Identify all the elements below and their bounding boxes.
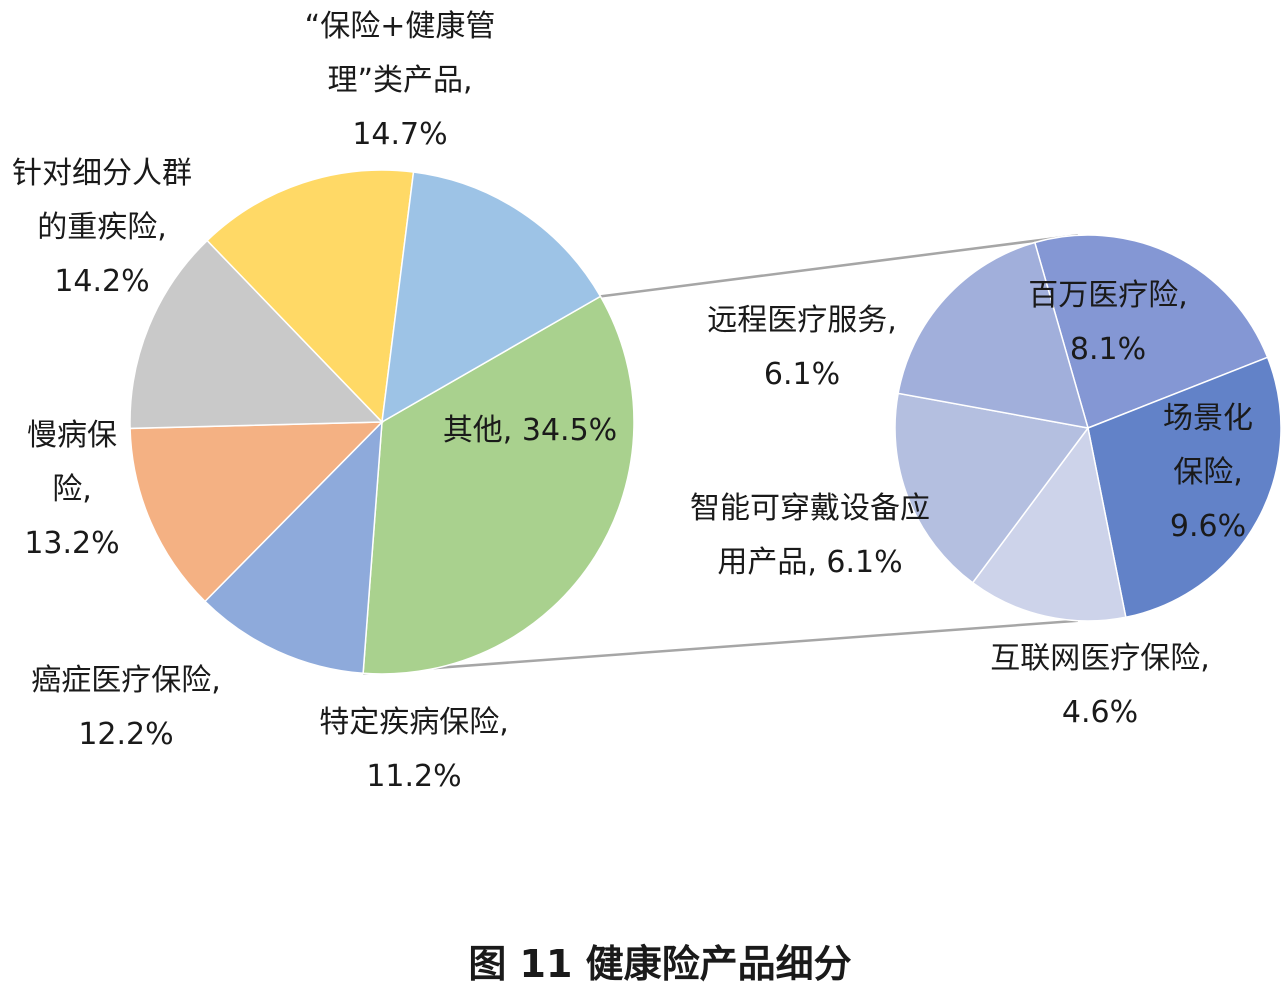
detail-slice-4 <box>894 392 1090 584</box>
main-label-3: 癌症医疗保险, 12.2% <box>31 663 221 752</box>
connector-line-top <box>600 234 1079 298</box>
connector-lines <box>363 234 1079 675</box>
detail-pie <box>894 234 1282 622</box>
detail-slice-2 <box>1087 356 1282 619</box>
detail-label-4: 智能可穿戴设备应用产品, 6.1% <box>690 491 930 580</box>
detail-label-5: 远程医疗服务, 6.1% <box>707 303 897 392</box>
main-slice-4 <box>129 239 384 430</box>
detail-label-1: 百万医疗险, 8.1% <box>1028 278 1188 367</box>
main-slice-6 <box>381 171 602 424</box>
detail-slice-5 <box>897 241 1090 429</box>
connector-line-bottom <box>363 619 1078 675</box>
main-label-1: 其他, 34.5% <box>443 413 617 448</box>
main-label-4: 慢病保险, 13.2% <box>24 418 119 561</box>
main-slice-2 <box>203 420 383 675</box>
main-slice-3 <box>129 421 384 603</box>
slice-labels: 其他, 34.5% 特定疾病保险, 11.2% 癌症医疗保险, 12.2% 慢病保险, 13… <box>12 9 1253 794</box>
main-label-5: 针对细分人群的重疾险, 14.2% <box>12 156 192 299</box>
main-slice-1 <box>362 295 635 675</box>
main-slice-5 <box>206 169 415 424</box>
detail-label-2: 场景化保险, 9.6% <box>1163 401 1253 544</box>
main-label-2: 特定疾病保险, 11.2% <box>319 705 509 794</box>
detail-label-3: 互联网医疗保险, 4.6% <box>990 641 1210 730</box>
detail-slice-3 <box>971 426 1127 622</box>
chart-caption: 图 11 健康险产品细分 <box>468 942 851 986</box>
main-label-6: “保险+健康管理”类产品, 14.7% <box>305 9 496 152</box>
main-pie <box>129 169 635 675</box>
